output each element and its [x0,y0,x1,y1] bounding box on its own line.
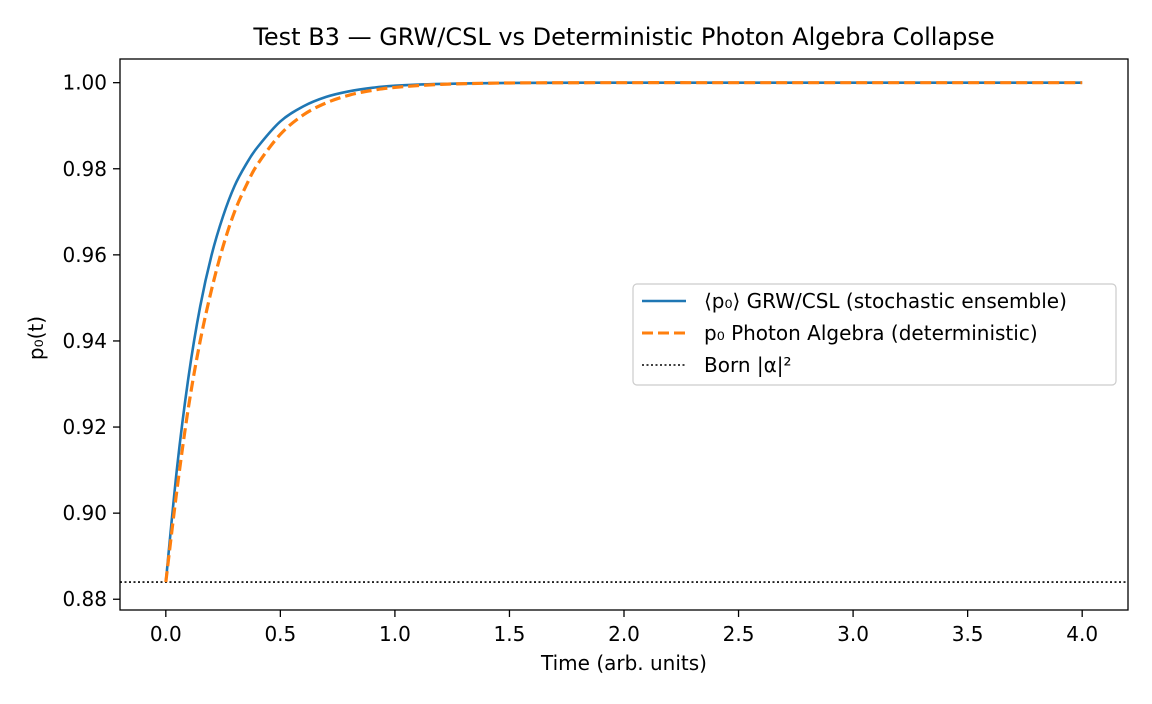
x-tick-label: 2.0 [608,622,640,646]
x-axis: 0.0 0.5 1.0 1.5 2.0 2.5 3.0 3.5 4.0 [150,610,1098,646]
legend: ⟨p₀⟩ GRW/CSL (stochastic ensemble) p₀ Ph… [632,283,1117,386]
x-tick-label: 1.5 [494,622,526,646]
plot-area [119,58,1129,611]
y-tick-label: 1.00 [62,71,107,95]
series-line-photon-algebra [164,81,1083,583]
y-axis-label: p₀(t) [24,316,48,360]
x-axis-label: Time (arb. units) [540,651,707,675]
y-tick-label: 0.90 [62,501,107,525]
x-tick-label: 0.5 [264,622,296,646]
x-tick-label: 4.0 [1066,622,1098,646]
legend-frame [632,283,1117,386]
y-tick-label: 0.88 [62,587,107,611]
x-tick-label: 1.0 [379,622,411,646]
y-tick-label: 0.98 [62,157,107,181]
x-tick-label: 0.0 [150,622,182,646]
x-tick-label: 3.0 [837,622,869,646]
y-tick-label: 0.94 [62,329,107,353]
legend-label-grw: ⟨p₀⟩ GRW/CSL (stochastic ensemble) [704,289,1067,313]
chart-title: Test B3 — GRW/CSL vs Deterministic Photo… [252,23,994,51]
y-axis: 0.88 0.90 0.92 0.94 0.96 0.98 1.00 [62,71,120,611]
y-tick-label: 0.92 [62,415,107,439]
legend-label-photon: p₀ Photon Algebra (deterministic) [704,321,1038,345]
legend-label-born: Born |α|² [704,353,792,377]
x-tick-label: 3.5 [952,622,984,646]
y-tick-label: 0.96 [62,243,107,267]
x-tick-label: 2.5 [723,622,755,646]
